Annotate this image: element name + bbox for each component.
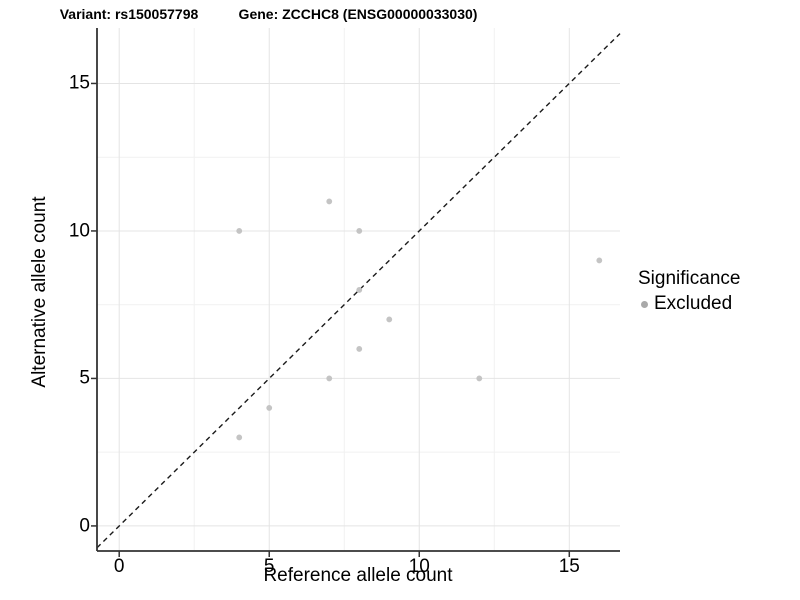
legend-item-label: Excluded (654, 293, 733, 314)
plot-title-gene: Gene: ZCCHC8 (ENSG00000033030) (238, 6, 478, 22)
data-point (326, 198, 333, 205)
legend-item-excluded: Excluded (638, 293, 740, 315)
data-point (386, 316, 393, 323)
x-tick-label: 10 (408, 556, 430, 577)
legend: Significance Excluded (638, 268, 740, 315)
data-point (356, 287, 363, 293)
data-point (236, 228, 243, 234)
y-tick-label: 5 (79, 367, 90, 389)
data-point (236, 434, 243, 441)
y-axis-title: Alternative allele count (29, 196, 50, 388)
y-tick-label: 0 (79, 515, 90, 537)
x-axis-title: Reference allele count (263, 565, 453, 586)
data-point (266, 405, 273, 411)
data-point (476, 375, 483, 382)
data-point (596, 257, 603, 264)
x-tick-label: 15 (558, 556, 580, 577)
legend-title: Significance (638, 268, 741, 289)
data-point (356, 228, 363, 234)
data-point (326, 375, 333, 382)
y-tick-label: 15 (68, 72, 90, 94)
data-point (356, 346, 363, 352)
x-tick-label: 0 (113, 556, 125, 577)
excluded-point-swatch-icon (641, 300, 648, 308)
y-tick-label: 10 (68, 220, 90, 242)
plot-title-variant: Variant: rs150057798 (59, 6, 199, 22)
x-tick-label: 5 (263, 556, 275, 577)
